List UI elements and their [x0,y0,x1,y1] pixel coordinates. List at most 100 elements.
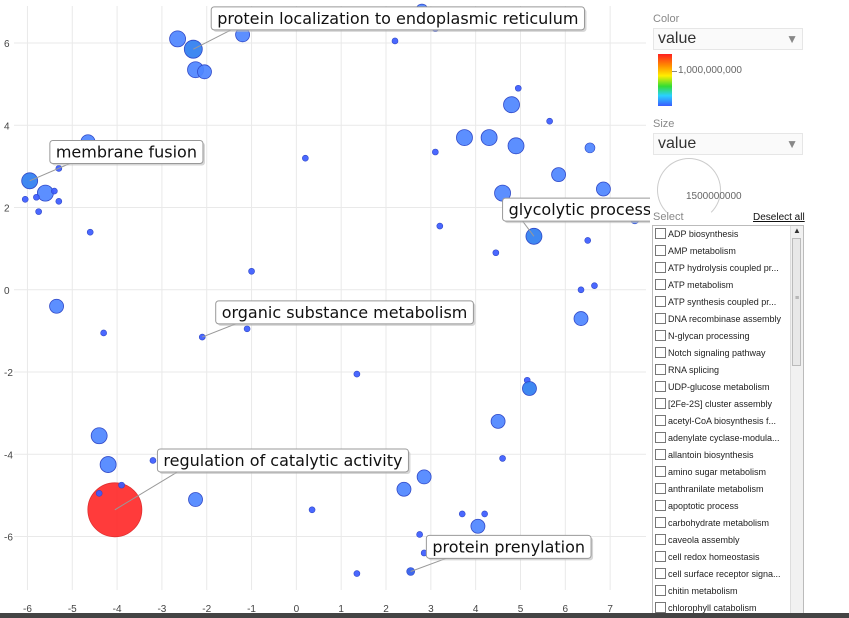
data-point[interactable] [169,30,187,48]
data-point[interactable] [514,84,522,92]
list-scrollbar[interactable]: ▲ ≡ [790,226,803,614]
data-point[interactable] [391,37,399,45]
data-point[interactable] [99,456,117,473]
checkbox[interactable] [655,245,666,256]
data-point[interactable] [458,510,466,518]
data-point[interactable] [416,531,423,538]
data-point[interactable] [507,137,525,155]
list-item[interactable]: ATP hydrolysis coupled pr... [653,260,791,277]
list-item[interactable]: DNA recombinase assembly [653,311,791,328]
data-point[interactable] [436,222,444,230]
list-item[interactable]: [2Fe-2S] cluster assembly [653,396,791,413]
checkbox[interactable] [655,466,666,477]
list-item[interactable]: cell surface receptor signa... [653,566,791,583]
data-points[interactable] [21,3,640,577]
data-point[interactable] [492,249,500,257]
data-point[interactable] [21,195,29,203]
data-point[interactable] [503,96,520,114]
list-item[interactable]: AMP metabolism [653,243,791,260]
data-point[interactable] [456,129,473,147]
data-point[interactable] [95,490,103,497]
list-item[interactable]: UDP-glucose metabolism [653,379,791,396]
list-item[interactable]: anthranilate metabolism [653,481,791,498]
list-item[interactable]: ADP biosynthesis [653,226,791,243]
list-item[interactable]: chitin metabolism [653,583,791,600]
data-point[interactable] [308,506,316,514]
list-item[interactable]: RNA splicing [653,362,791,379]
data-point[interactable] [432,148,439,156]
data-point[interactable] [35,208,42,215]
data-point[interactable] [243,325,251,333]
list-item[interactable]: carbohydrate metabolism [653,515,791,532]
checkbox[interactable] [655,364,666,375]
data-point[interactable] [149,457,157,464]
checkbox[interactable] [655,500,666,511]
data-point[interactable] [55,198,63,205]
size-select[interactable]: value ▼ [653,133,803,155]
scroll-up-icon[interactable]: ▲ [793,226,801,235]
color-select[interactable]: value ▼ [653,28,803,50]
checkbox[interactable] [655,483,666,494]
data-point[interactable] [577,286,585,294]
data-point[interactable] [546,117,553,125]
checkbox[interactable] [655,585,666,596]
list-item[interactable]: chlorophyll catabolism [653,600,791,614]
data-point[interactable] [51,187,58,195]
list-item[interactable]: amino sugar metabolism [653,464,791,481]
data-point[interactable] [302,154,309,162]
data-point[interactable] [522,381,537,396]
select-list[interactable]: ADP biosynthesis AMP metabolism ATP hydrol… [652,225,804,615]
data-point[interactable] [584,237,592,244]
data-point[interactable] [481,510,488,518]
list-item[interactable]: ATP metabolism [653,277,791,294]
checkbox[interactable] [655,602,666,613]
list-item[interactable]: N-glycan processing [653,328,791,345]
bubble-chart[interactable]: -6 -5 -4 -3 -2 -1 0 1 2 3 4 5 6 7 -6 -4 -2 0 2 4 6 protein l… [0,0,650,618]
data-point[interactable] [36,184,54,202]
list-item[interactable]: adenylate cyclase-modula... [653,430,791,447]
data-point[interactable] [596,181,611,197]
data-point[interactable] [248,267,255,275]
data-point[interactable] [90,427,108,445]
checkbox[interactable] [655,432,666,443]
checkbox[interactable] [655,279,666,290]
list-item[interactable]: Notch signaling pathway [653,345,791,362]
data-point[interactable] [480,129,498,147]
data-point[interactable] [86,228,94,236]
deselect-all-link[interactable]: Deselect all [753,212,805,223]
data-point[interactable] [188,492,203,507]
checkbox[interactable] [655,517,666,528]
list-item[interactable]: caveola assembly [653,532,791,549]
checkbox[interactable] [655,551,666,562]
checkbox[interactable] [655,228,666,239]
checkbox[interactable] [655,534,666,545]
data-point[interactable] [499,455,506,462]
data-point[interactable] [591,282,598,289]
data-point[interactable] [416,469,432,485]
data-point[interactable] [197,64,212,80]
data-point[interactable] [87,482,143,538]
checkbox[interactable] [655,347,666,358]
data-point[interactable] [396,481,412,497]
checkbox[interactable] [655,296,666,307]
checkbox[interactable] [655,330,666,341]
list-item[interactable]: ATP synthesis coupled pr... [653,294,791,311]
data-point[interactable] [100,329,107,337]
data-point[interactable] [353,370,361,378]
checkbox[interactable] [655,449,666,460]
checkbox[interactable] [655,381,666,392]
list-item[interactable]: apoptotic process [653,498,791,515]
checkbox[interactable] [655,262,666,273]
data-point[interactable] [573,311,589,326]
scroll-thumb[interactable]: ≡ [792,238,801,366]
list-item[interactable]: cell redox homeostasis [653,549,791,566]
data-point[interactable] [584,142,596,154]
data-point[interactable] [551,167,566,183]
data-point[interactable] [118,481,125,489]
data-point[interactable] [490,413,506,429]
list-item[interactable]: allantoin biosynthesis [653,447,791,464]
checkbox[interactable] [655,415,666,426]
data-point[interactable] [33,193,40,201]
list-item[interactable]: acetyl-CoA biosynthesis f... [653,413,791,430]
data-point[interactable] [353,570,361,577]
